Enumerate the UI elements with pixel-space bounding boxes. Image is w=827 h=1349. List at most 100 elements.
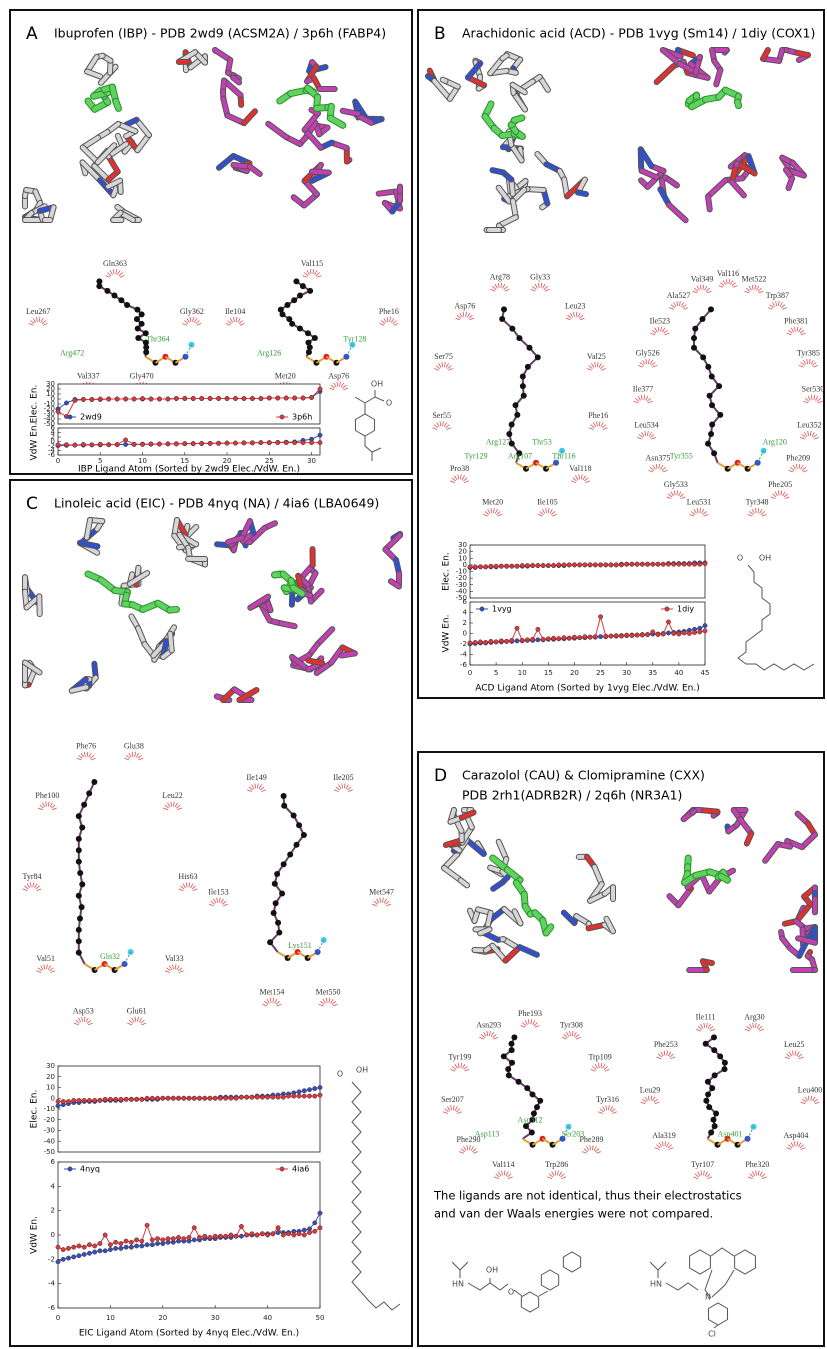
- data-point: [225, 441, 229, 445]
- legend-label: 4ia6: [292, 1165, 309, 1174]
- data-point: [77, 1098, 81, 1102]
- data-point: [81, 442, 85, 446]
- atom: [274, 871, 280, 877]
- data-point: [199, 441, 203, 445]
- data-point: [250, 441, 254, 445]
- data-point: [656, 632, 660, 636]
- data-point: [309, 440, 313, 444]
- data-point: [656, 562, 660, 566]
- data-point: [318, 1085, 322, 1089]
- residue-label: Val116: [717, 269, 739, 278]
- data-point: [213, 1234, 217, 1238]
- atom: [86, 790, 92, 796]
- y-tick-label: 2: [463, 619, 467, 627]
- data-point: [292, 1094, 296, 1098]
- data-point: [489, 564, 493, 568]
- stick: [170, 634, 172, 651]
- atom: [703, 1098, 709, 1104]
- x-tick-label: 30: [211, 1314, 220, 1322]
- x-tick-label: 30: [307, 457, 316, 465]
- data-point: [182, 1096, 186, 1100]
- residue-label: Met522: [742, 274, 767, 283]
- atom: [709, 1085, 715, 1091]
- data-point: [292, 1233, 296, 1237]
- atom: [711, 1034, 717, 1040]
- residue-label: Ser530: [802, 385, 825, 394]
- residue-label: Ser75: [434, 352, 453, 361]
- data-point: [536, 563, 540, 567]
- atom: [76, 836, 82, 842]
- data-point: [265, 1233, 269, 1237]
- atom: [76, 859, 82, 865]
- data-point: [183, 396, 187, 400]
- data-point: [682, 631, 686, 635]
- data-point: [301, 396, 305, 400]
- atom: [276, 930, 282, 936]
- data-point: [297, 1094, 301, 1098]
- plot-frame: [470, 545, 705, 598]
- data-point: [197, 1096, 201, 1100]
- data-point: [56, 409, 60, 413]
- data-point: [124, 1239, 128, 1243]
- data-point: [313, 1086, 317, 1090]
- data-point: [520, 638, 524, 642]
- data-point: [624, 562, 628, 566]
- data-point: [515, 564, 519, 568]
- data-point: [640, 633, 644, 637]
- residue-label: Val33: [165, 954, 184, 963]
- atom: [96, 283, 102, 289]
- data-point: [166, 1096, 170, 1100]
- residue-label: Gly33: [530, 273, 550, 282]
- residue-label: Asp76: [328, 371, 349, 380]
- data-point: [286, 1232, 290, 1236]
- data-point: [242, 396, 246, 400]
- y-tick-label: 30: [46, 380, 55, 388]
- hbond-residue-label: Thr53: [532, 438, 552, 447]
- residue-label: Ala527: [667, 291, 691, 300]
- residue-label: Gly526: [636, 349, 660, 358]
- data-point: [250, 1232, 254, 1236]
- data-point: [630, 633, 634, 637]
- data-point: [593, 563, 597, 567]
- residue-label: Leu29: [640, 1085, 660, 1094]
- data-point: [56, 1260, 60, 1264]
- data-point: [233, 396, 237, 400]
- data-point: [129, 1240, 133, 1244]
- atom: [707, 393, 713, 399]
- atom: [708, 431, 714, 437]
- data-point: [242, 441, 246, 445]
- data-point: [703, 629, 707, 633]
- panel-label: D: [434, 766, 447, 786]
- hbond-residue-label: Arg126: [257, 349, 281, 358]
- atom: [279, 891, 285, 897]
- data-point: [292, 440, 296, 444]
- data-point: [583, 634, 587, 638]
- data-point: [666, 620, 670, 624]
- x-axis-label: EIC Ligand Atom (Sorted by 4nyq Elec./Vd…: [79, 1329, 299, 1339]
- atom: [273, 900, 279, 906]
- data-point: [98, 1249, 102, 1253]
- x-tick-label: 10: [518, 669, 527, 677]
- plot-frame: [58, 1162, 320, 1308]
- data-point: [567, 563, 571, 567]
- x-tick-label: 30: [622, 669, 631, 677]
- atom: [692, 326, 698, 332]
- atom: [529, 1129, 535, 1135]
- atom: [529, 1091, 535, 1097]
- data-point: [698, 630, 702, 634]
- stick: [312, 172, 329, 173]
- data-point: [687, 631, 691, 635]
- x-tick-label: 40: [263, 1314, 272, 1322]
- data-point: [478, 640, 482, 644]
- atom: [716, 383, 722, 389]
- residue-label: Ile149: [246, 773, 266, 782]
- atom: [700, 316, 706, 322]
- data-point: [56, 1099, 60, 1103]
- residue-label: Phe100: [35, 791, 59, 800]
- data-point: [174, 442, 178, 446]
- data-point: [284, 396, 288, 400]
- atom: [139, 321, 145, 327]
- data-point: [271, 1095, 275, 1099]
- hbond-residue-label: Tyr355: [670, 452, 693, 461]
- atom: [134, 307, 140, 313]
